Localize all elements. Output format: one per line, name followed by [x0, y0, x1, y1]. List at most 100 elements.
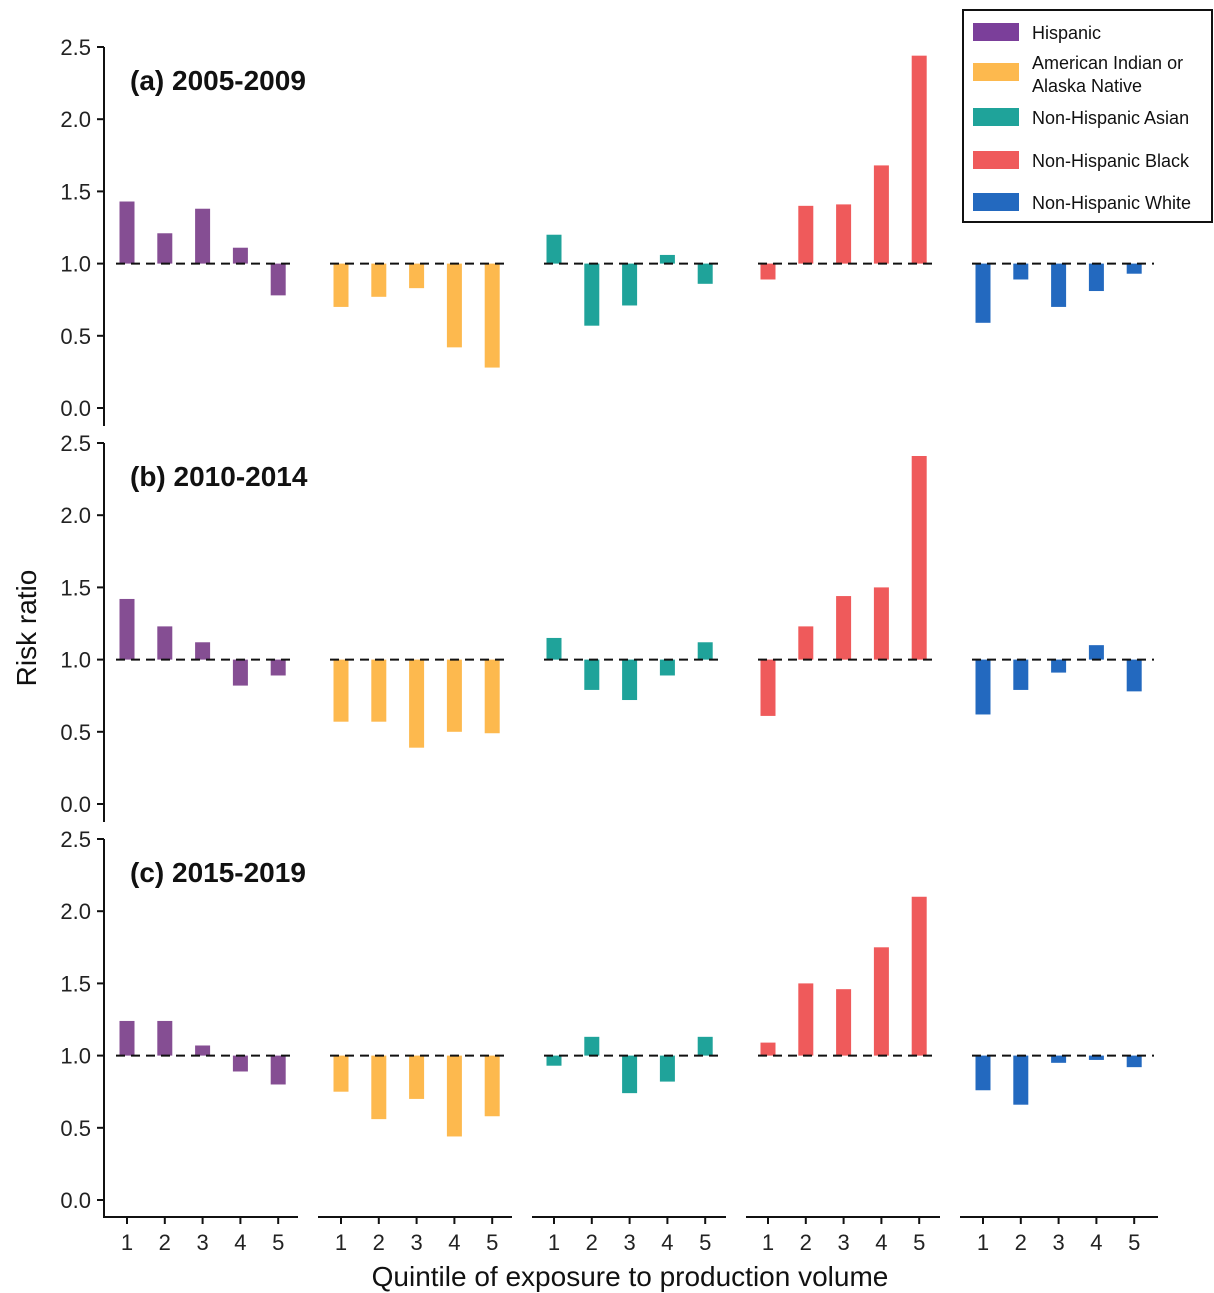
bar	[911, 896, 927, 1056]
legend-label: Hispanic	[1032, 23, 1101, 43]
bar	[911, 455, 927, 660]
legend-swatch	[973, 63, 1019, 81]
bar	[760, 659, 776, 716]
y-tick-label: 2.5	[60, 35, 91, 60]
bar	[911, 55, 927, 264]
x-tick-label: 3	[410, 1230, 422, 1255]
bar	[409, 1055, 425, 1099]
bar	[1088, 1055, 1104, 1060]
x-tick-label: 5	[699, 1230, 711, 1255]
bar	[1051, 1055, 1067, 1063]
bar	[119, 598, 135, 660]
y-tick-label: 0.0	[60, 396, 91, 421]
bar	[546, 637, 562, 660]
legend-label: Non-Hispanic Black	[1032, 151, 1190, 171]
bar	[446, 659, 462, 732]
y-tick-label: 2.5	[60, 431, 91, 456]
bar	[371, 659, 387, 722]
y-tick-label: 2.0	[60, 107, 91, 132]
y-tick-label: 1.5	[60, 179, 91, 204]
bar	[546, 1055, 562, 1066]
x-tick-label: 3	[1052, 1230, 1064, 1255]
bar	[232, 1055, 248, 1072]
y-tick-label: 2.0	[60, 503, 91, 528]
bar	[484, 1055, 500, 1117]
bar	[333, 1055, 349, 1092]
x-tick-label: 1	[121, 1230, 133, 1255]
bar	[1013, 263, 1029, 280]
x-tick-label: 4	[448, 1230, 460, 1255]
bar	[232, 247, 248, 264]
bar	[270, 659, 286, 676]
legend-label: Non-Hispanic White	[1032, 193, 1191, 213]
bar	[1013, 659, 1029, 690]
legend-label: Alaska Native	[1032, 76, 1142, 96]
bar	[584, 1036, 600, 1056]
legend-swatch	[973, 193, 1019, 211]
x-tick-label: 2	[159, 1230, 171, 1255]
bar	[836, 596, 852, 660]
y-tick-label: 1.0	[60, 252, 91, 277]
bar	[195, 208, 211, 264]
bar	[157, 1020, 173, 1056]
panel-1: 0.0 0.5 1.0 1.5 2.0 2.5 (a) 2005-2009	[60, 35, 1154, 426]
bar	[798, 205, 814, 264]
x-tick-label: 5	[272, 1230, 284, 1255]
y-axis-title: Risk ratio	[11, 570, 42, 687]
panel-title: (a) 2005-2009	[130, 65, 306, 96]
legend-label: American Indian or	[1032, 53, 1183, 73]
bar	[584, 659, 600, 690]
bar	[270, 263, 286, 296]
y-tick-label: 1.0	[60, 648, 91, 673]
y-tick-label: 2.5	[60, 827, 91, 852]
bar	[232, 659, 248, 686]
x-tick-label: 2	[373, 1230, 385, 1255]
bar	[1051, 263, 1067, 307]
x-tick-label: 5	[486, 1230, 498, 1255]
bar	[873, 947, 889, 1056]
bar	[975, 263, 991, 323]
bar	[446, 1055, 462, 1137]
bar	[622, 659, 638, 701]
bar	[622, 1055, 638, 1094]
bar	[371, 1055, 387, 1120]
bar	[659, 659, 675, 676]
bar	[270, 1055, 286, 1085]
bar	[446, 263, 462, 348]
bar	[1088, 263, 1104, 292]
y-tick-label: 0.5	[60, 720, 91, 745]
bar	[546, 234, 562, 264]
x-tick-label: 3	[196, 1230, 208, 1255]
y-tick-label: 1.5	[60, 971, 91, 996]
bar	[157, 233, 173, 264]
x-tick-label: 3	[837, 1230, 849, 1255]
bar	[697, 1036, 713, 1056]
bar	[836, 204, 852, 264]
bar	[1126, 263, 1142, 274]
y-tick-label: 0.0	[60, 1188, 91, 1213]
bar	[371, 263, 387, 297]
bar	[659, 254, 675, 264]
bar	[333, 263, 349, 307]
bar	[697, 642, 713, 660]
bar	[195, 1045, 211, 1056]
x-tick-label: 4	[661, 1230, 673, 1255]
y-tick-label: 0.5	[60, 324, 91, 349]
panel-3: 0.0 0.5 1.0 1.5 2.0 2.5 (c) 2015-2019	[60, 827, 1154, 1218]
bar	[157, 626, 173, 660]
bar	[975, 1055, 991, 1091]
bar	[119, 201, 135, 264]
bar	[1088, 645, 1104, 660]
bar	[484, 659, 500, 734]
x-tick-label: 5	[913, 1230, 925, 1255]
bar	[760, 1042, 776, 1056]
panel-title: (c) 2015-2019	[130, 857, 306, 888]
bar	[1051, 659, 1067, 673]
x-tick-label: 2	[586, 1230, 598, 1255]
panel-title: (b) 2010-2014	[130, 461, 308, 492]
x-tick-label: 4	[1090, 1230, 1102, 1255]
bar	[798, 626, 814, 660]
legend-swatch	[973, 151, 1019, 169]
legend-label: Non-Hispanic Asian	[1032, 108, 1189, 128]
